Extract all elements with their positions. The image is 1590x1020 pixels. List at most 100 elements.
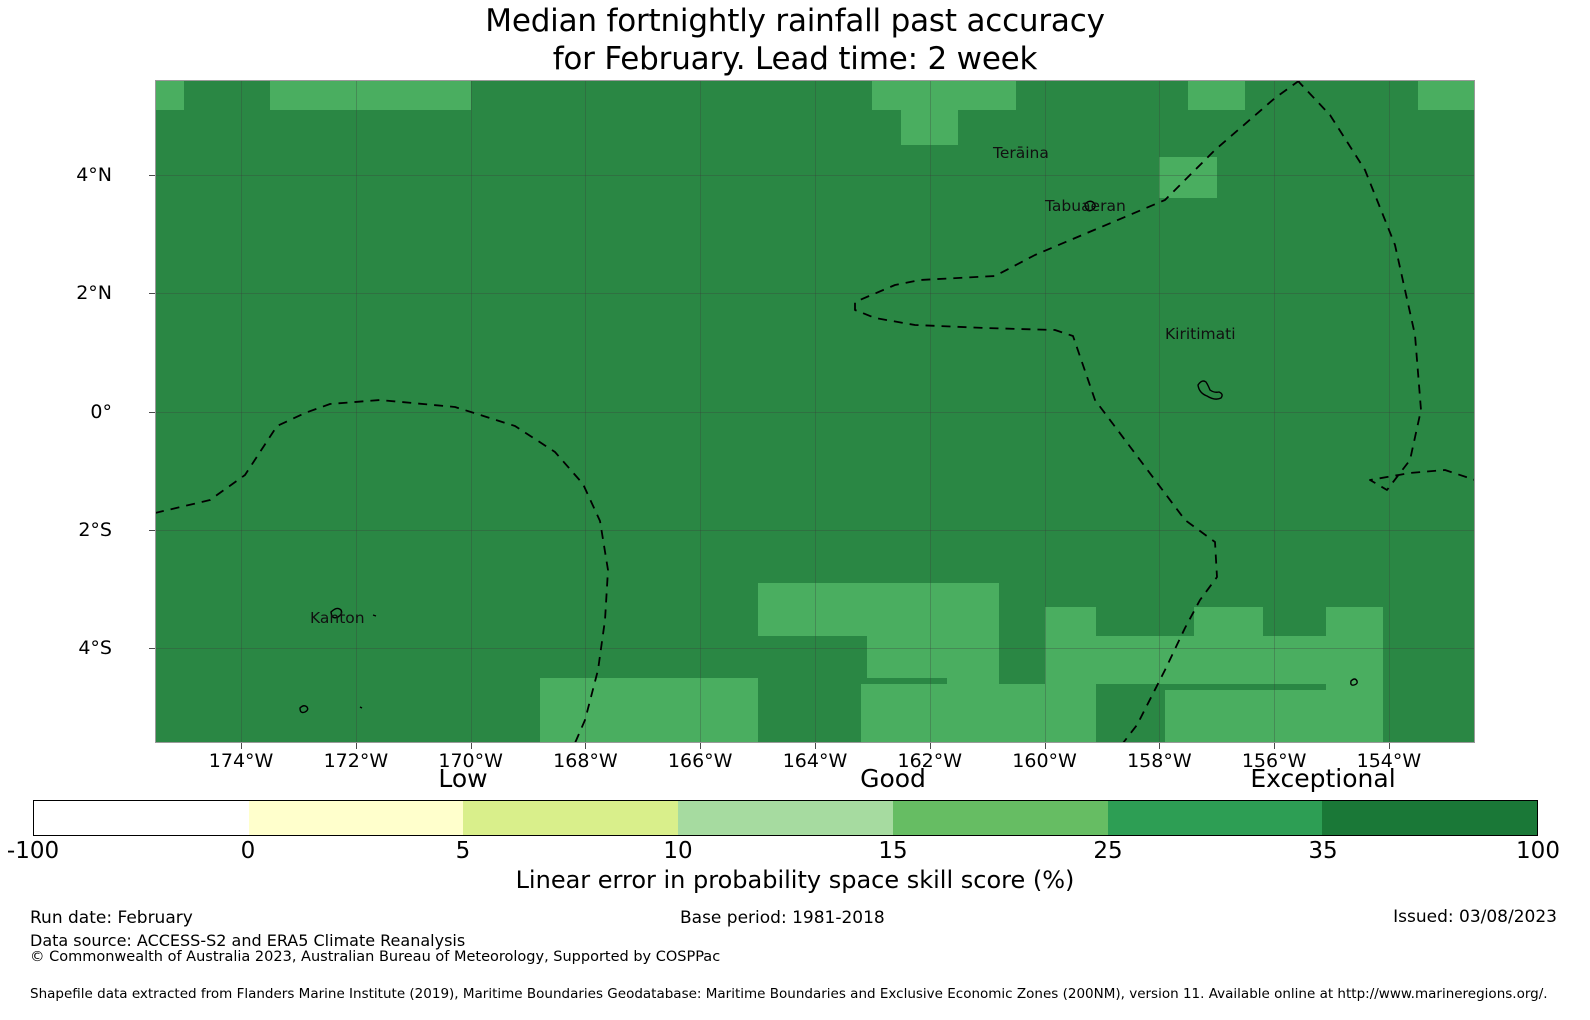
heatmap-cell (539, 677, 758, 743)
colorbar-category-label: Low (438, 764, 488, 793)
latitude-tick-mark (149, 293, 155, 295)
longitude-tick-mark (700, 743, 702, 749)
latitude-tick-label: 2°S (78, 518, 112, 541)
gridline-horizontal (155, 530, 1475, 531)
island-label-tabuaeran: Tabuaeran (1045, 197, 1126, 215)
gridline-vertical (1045, 80, 1046, 743)
footer-issued-date: Issued: 03/08/2023 (1393, 907, 1557, 927)
colorbar-tick-label: 10 (663, 838, 693, 864)
island-outlines (299, 200, 1358, 714)
heatmap-cell (1325, 606, 1384, 690)
footer-data-source: Data source: ACCESS-S2 and ERA5 Climate … (30, 931, 466, 950)
colorbar-segment (248, 801, 464, 835)
island-label-teraina: Terāina (993, 144, 1049, 162)
heatmap-cell (1044, 606, 1097, 684)
colorbar-tick-label: 15 (878, 838, 908, 864)
colorbar-segment (1107, 801, 1323, 835)
longitude-tick-mark (470, 743, 472, 749)
gridline-vertical (1274, 80, 1275, 743)
gridline-horizontal (155, 175, 1475, 176)
colorbar-tick-label: -100 (6, 838, 60, 864)
colorbar-segment (463, 801, 679, 835)
longitude-tick-label: 172°W (323, 750, 389, 772)
longitude-tick-label: 160°W (1012, 750, 1077, 772)
longitude-tick-mark (585, 743, 587, 749)
longitude-tick-mark (815, 743, 816, 749)
colorbar-tick-label: 100 (1516, 838, 1560, 864)
heatmap-cell (901, 80, 959, 146)
heatmap-cell (866, 636, 947, 678)
footer-shapefile-attribution: Shapefile data extracted from Flanders M… (30, 986, 1548, 1002)
longitude-tick-label: 156°W (1241, 750, 1307, 772)
title-line-2: for February. Lead time: 2 week (552, 41, 1038, 77)
gridline-vertical (585, 80, 586, 743)
longitude-tick-label: 162°W (897, 750, 963, 772)
longitude-tick-mark (1388, 743, 1390, 749)
longitude-tick-mark (241, 743, 243, 749)
footer-run-date: Run date: February (30, 908, 193, 928)
heatmap-cell (1262, 636, 1326, 684)
gridline-vertical (930, 80, 931, 743)
colorbar-tick-label: 5 (455, 838, 471, 864)
longitude-tick-label: 154°W (1356, 750, 1422, 772)
map-figure: Terāina Tabuaeran Kiritimati Kanton (155, 80, 1475, 743)
gridline-vertical (241, 80, 242, 743)
heatmap-cell (155, 80, 184, 110)
longitude-tick-mark (1044, 743, 1046, 749)
gridline-vertical (1389, 80, 1390, 743)
eez-boundary-lines (155, 80, 1475, 743)
heatmap-cell (1188, 80, 1246, 110)
colorbar-segment (1322, 801, 1538, 835)
colorbar-segment (678, 801, 893, 835)
longitude-tick-label: 166°W (667, 750, 733, 772)
heatmap-cell (872, 80, 902, 110)
eez-boundary-layer (155, 80, 1475, 743)
heatmap-cell (860, 683, 1097, 743)
heatmap-cell (1165, 689, 1384, 743)
colorbar-category-label: Good (860, 764, 926, 793)
latitude-tick-label: 0° (90, 400, 112, 423)
gridline-horizontal (155, 648, 1475, 649)
heatmap-cell (947, 583, 999, 684)
heatmap-cell (757, 583, 947, 637)
longitude-tick-label: 164°W (782, 750, 848, 772)
colorbar-category-label: Exceptional (1250, 764, 1396, 793)
colorbar-segment (34, 801, 249, 835)
latitude-tick-label: 4°N (76, 163, 112, 186)
longitude-tick-mark (355, 743, 357, 749)
gridline-horizontal (155, 412, 1475, 413)
heatmap-cell (1193, 606, 1263, 684)
latitude-tick-mark (149, 411, 155, 413)
island-label-kanton: Kanton (310, 609, 365, 627)
footer-base-period: Base period: 1981-2018 (680, 908, 885, 928)
gridline-vertical (1159, 80, 1160, 743)
latitude-tick-label: 4°S (78, 637, 112, 660)
colorbar-tick-label: 35 (1308, 838, 1338, 864)
colorbar[interactable]: -100 0 5 10 15 25 35 100 Low Good Exceptional (7, 764, 1560, 864)
longitude-tick-label: 168°W (553, 750, 618, 772)
longitude-tick-label: 158°W (1127, 750, 1192, 772)
heatmap-cell (269, 80, 471, 110)
latitude-tick-label: 2°N (76, 282, 112, 305)
colorbar-gradient[interactable] (33, 800, 1538, 836)
longitude-tick-label: 174°W (208, 750, 274, 772)
colorbar-axis-title: Linear error in probability space skill … (515, 866, 1075, 894)
gridline-horizontal (155, 293, 1475, 294)
footer-copyright: © Commonwealth of Australia 2023, Austra… (30, 949, 721, 965)
colorbar-tick-label: 0 (240, 838, 256, 864)
colorbar-tick-label: 25 (1093, 838, 1123, 864)
page-title: Median fortnightly rainfall past accurac… (0, 0, 1590, 78)
longitude-tick-mark (929, 743, 931, 749)
island-label-kiritimati: Kiritimati (1165, 325, 1236, 343)
gridline-vertical (815, 80, 816, 743)
heatmap-cell (1417, 80, 1475, 110)
gridline-vertical (356, 80, 357, 743)
longitude-tick-mark (1274, 743, 1276, 749)
gridline-vertical (700, 80, 701, 743)
title-line-1: Median fortnightly rainfall past accurac… (485, 3, 1105, 39)
map-plot-area[interactable]: Terāina Tabuaeran Kiritimati Kanton (155, 80, 1475, 743)
latitude-tick-mark (149, 529, 155, 531)
colorbar-segment (892, 801, 1108, 835)
heatmap-cell (958, 80, 1016, 110)
longitude-tick-mark (1159, 743, 1161, 749)
